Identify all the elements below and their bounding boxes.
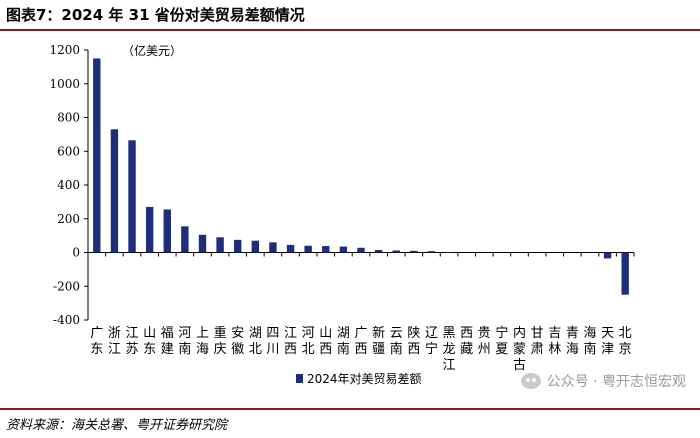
unit-label: （亿美元） (122, 43, 182, 58)
category-label: 天津 (601, 326, 614, 357)
footer-rule (0, 408, 700, 410)
bar (427, 251, 436, 253)
bar (128, 140, 136, 253)
bar (304, 245, 312, 253)
bar (251, 240, 260, 253)
bar (357, 247, 365, 253)
bar (145, 206, 154, 253)
bar (93, 58, 101, 253)
category-label: 青海 (566, 326, 579, 357)
bar (198, 234, 207, 253)
y-tick-label: 400 (57, 178, 80, 192)
watermark: 公众号 · 粤开志恒宏观 (520, 371, 686, 391)
category-label: 陕西 (407, 326, 420, 357)
category-label: 福建 (161, 326, 174, 357)
category-label: 宁夏 (495, 325, 508, 357)
category-label: 云南 (390, 326, 403, 357)
bar (269, 242, 277, 253)
category-label: 贵州 (478, 326, 491, 357)
chart-title: 图表7：2024 年 31 省份对美贸易差额情况 (6, 6, 305, 24)
category-label: 广西 (354, 326, 367, 357)
category-label: 上海 (196, 326, 209, 357)
category-label: 江苏 (126, 326, 139, 357)
category-label: 江西 (284, 326, 297, 357)
bar (181, 226, 189, 253)
category-label: 广东 (90, 326, 103, 357)
category-label: 新疆 (372, 325, 385, 357)
y-tick-label: 0 (72, 246, 80, 260)
category-label: 湖南 (337, 326, 350, 357)
bar (392, 250, 400, 253)
bar (110, 129, 119, 253)
category-label: 辽宁 (425, 326, 438, 357)
y-tick-label: 600 (57, 144, 80, 158)
y-tick-label: 1200 (49, 43, 80, 57)
bar (339, 246, 348, 253)
bar (621, 252, 629, 295)
bar (603, 252, 612, 259)
bar (322, 246, 330, 253)
bar (216, 237, 224, 253)
category-label: 四川 (266, 326, 279, 357)
category-label: 山东 (143, 326, 156, 357)
category-label: 黑龙江 (443, 326, 456, 373)
bar (163, 209, 171, 253)
category-label: 甘肃 (531, 326, 544, 357)
bar (410, 250, 418, 253)
category-label: 湖北 (249, 326, 262, 357)
y-tick-label: 1000 (49, 77, 80, 91)
legend-label: 2024年对美贸易差额 (307, 372, 422, 386)
category-label: 河北 (302, 326, 315, 357)
category-label: 山西 (319, 326, 332, 357)
y-tick-label: -200 (53, 279, 80, 293)
category-label: 河南 (178, 326, 191, 357)
y-tick-label: -400 (53, 313, 80, 327)
category-label: 安徽 (231, 326, 244, 357)
source-note: 资料来源：海关总署、粤开证券研究院 (6, 418, 228, 433)
bar (234, 239, 242, 253)
category-label: 海南 (583, 326, 596, 357)
category-label: 北京 (619, 326, 632, 357)
bar (445, 251, 453, 253)
title-rule (0, 29, 700, 31)
watermark-text: 公众号 · 粤开志恒宏观 (546, 374, 686, 390)
wechat-icon (520, 373, 541, 389)
y-tick-label: 200 (57, 212, 80, 226)
legend-swatch (296, 374, 303, 383)
category-label: 西藏 (460, 326, 473, 357)
bar (286, 244, 295, 253)
bar (374, 249, 383, 253)
category-label: 吉林 (548, 326, 561, 357)
bar-chart: -400 -200 0 200 400 600 800 1000 1200 （亿美元） 广东浙江江苏… (49, 43, 635, 386)
category-label: 重庆 (214, 325, 227, 357)
category-label: 内蒙古 (513, 325, 526, 373)
category-label: 浙江 (108, 326, 121, 357)
y-tick-label: 800 (57, 111, 80, 125)
